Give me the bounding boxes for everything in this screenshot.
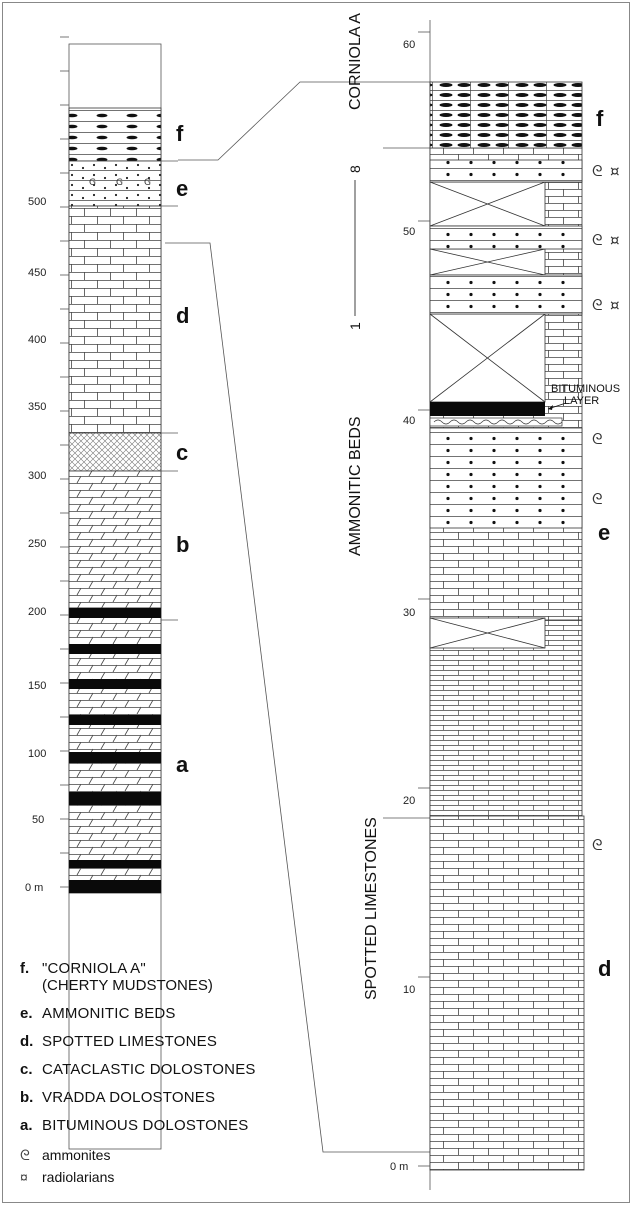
annotation-bituminous: BITUMINOUS	[551, 383, 620, 395]
legend-item-c: c. CATACLASTIC DOLOSTONES	[20, 1061, 256, 1078]
section-label-spotted: SPOTTED LIMESTONES	[363, 817, 380, 1000]
radiolarian-icon: ¤	[20, 1169, 28, 1185]
left-tick-label: 100	[28, 748, 46, 760]
ammonite-icon: ᘓ	[592, 836, 603, 854]
svg-text:G: G	[89, 178, 96, 188]
legend-text: VRADDA DOLOSTONES	[42, 1089, 216, 1106]
legend-code: e.	[20, 1005, 33, 1022]
legend-text: SPOTTED LIMESTONES	[42, 1033, 218, 1050]
unit-c-left	[68, 432, 162, 472]
legend-symbol-radiolarians: ¤ radiolarians	[20, 1169, 114, 1186]
left-tick-label: 0 m	[25, 882, 43, 894]
left-column: G G G	[60, 36, 178, 1150]
right-tick-label: 20	[403, 795, 415, 807]
left-scale: 0 m 50 100 150 200 250 300 350 400 450 5…	[25, 196, 46, 894]
unit-letter-e: e	[176, 176, 188, 201]
ammonite-icon: ᘓ	[592, 430, 603, 448]
radiolarian-icon: ¤	[610, 296, 620, 314]
unit-letter-e-right: e	[598, 520, 610, 545]
left-tick-label: 200	[28, 606, 46, 618]
legend-code: f.	[20, 960, 30, 977]
legend-text: CATACLASTIC DOLOSTONES	[42, 1061, 256, 1078]
radiolarian-icon: ¤	[610, 231, 620, 249]
legend-item-d: d. SPOTTED LIMESTONES	[20, 1033, 217, 1050]
left-tick-label: 250	[28, 538, 46, 550]
legend-symbol-text: ammonites	[42, 1147, 111, 1163]
right-tick-label: 50	[403, 226, 415, 238]
left-tick-label: 400	[28, 334, 46, 346]
bed-marker-1: 1	[347, 322, 363, 330]
right-tick-label: 10	[403, 984, 415, 996]
legend-item-b: b. VRADDA DOLOSTONES	[20, 1089, 215, 1106]
unit-letter-d: d	[176, 303, 189, 328]
unit-d-left	[68, 205, 162, 434]
unit-letter-d-right: d	[598, 956, 611, 981]
unit-letter-f: f	[176, 121, 184, 146]
legend-item-e: e. AMMONITIC BEDS	[20, 1005, 176, 1022]
arrow-head-icon	[548, 405, 553, 410]
unit-letter-f-right: f	[596, 106, 604, 131]
right-scale: 0 m 10 20 30 40 50 60	[390, 39, 415, 1173]
right-column	[418, 20, 585, 1190]
legend-item-f: f. "CORNIOLA A" (CHERTY MUDSTONES)	[20, 960, 213, 994]
legend-text: BITUMINOUS DOLOSTONES	[42, 1117, 249, 1134]
right-tick-label: 40	[403, 415, 415, 427]
legend-code: b.	[20, 1089, 34, 1106]
right-scale-ticks	[418, 31, 430, 1167]
left-tick-label: 450	[28, 267, 46, 279]
right-tick-label: 0 m	[390, 1161, 408, 1173]
bituminous-layer	[430, 402, 545, 416]
unit-f-right	[429, 81, 583, 149]
ammonite-icon: ᘓ	[592, 296, 603, 314]
legend-code: a.	[20, 1117, 33, 1134]
radiolarian-icon: ¤	[610, 162, 620, 180]
unit-letter-a: a	[176, 752, 189, 777]
ammonite-icon: ᘓ	[592, 162, 603, 180]
legend-text: AMMONITIC BEDS	[42, 1005, 176, 1022]
ammonite-icon: ᘓ	[592, 490, 603, 508]
bed-marker-8: 8	[347, 165, 363, 173]
svg-text:G: G	[144, 178, 151, 188]
legend-symbol-ammonites: ᘓ ammonites	[20, 1147, 110, 1164]
left-tick-label: 350	[28, 401, 46, 413]
annotation-layer: LAYER	[564, 395, 599, 407]
unit-e-right	[429, 147, 583, 649]
unit-letter-c: c	[176, 440, 188, 465]
legend-subtext: (CHERTY MUDSTONES)	[42, 977, 213, 994]
section-label-corniola: CORNIOLA A	[347, 13, 364, 110]
legend-item-a: a. BITUMINOUS DOLOSTONES	[20, 1117, 248, 1134]
correlation-lines	[165, 81, 432, 1153]
left-tick-label: 50	[32, 814, 44, 826]
legend-code: d.	[20, 1033, 34, 1050]
unit-letter-b: b	[176, 532, 189, 557]
right-tick-label: 60	[403, 39, 415, 51]
left-tick-label: 500	[28, 196, 46, 208]
left-scale-ticks	[60, 36, 69, 888]
unit-a-left	[68, 607, 162, 894]
ammonite-icon: ᘓ	[592, 231, 603, 249]
legend-code: c.	[20, 1061, 33, 1078]
right-tick-label: 30	[403, 607, 415, 619]
svg-text:G: G	[116, 178, 123, 188]
legend-text: "CORNIOLA A"	[42, 960, 146, 977]
unit-f-left	[68, 107, 162, 162]
left-tick-label: 300	[28, 470, 46, 482]
unit-d-right	[429, 619, 585, 1171]
legend-symbol-text: radiolarians	[42, 1169, 115, 1185]
unit-b-left	[68, 470, 162, 609]
ammonite-icon: ᘓ	[20, 1147, 30, 1163]
left-tick-label: 150	[28, 680, 46, 692]
unit-e-left: G G G	[68, 160, 162, 207]
section-label-ammonitic: AMMONITIC BEDS	[347, 416, 364, 556]
